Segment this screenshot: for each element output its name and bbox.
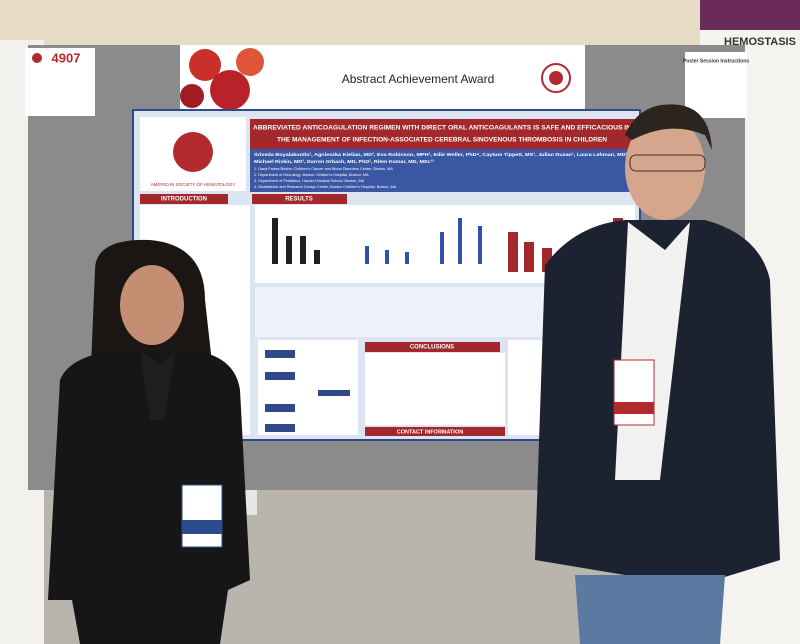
section-title: INTRODUCTION <box>161 197 207 203</box>
face <box>120 265 184 345</box>
badge-band <box>614 402 654 414</box>
title-bar <box>250 119 635 149</box>
flow-box <box>265 350 350 432</box>
badge <box>613 359 655 426</box>
chart-image <box>272 218 320 264</box>
badge <box>181 484 223 548</box>
hemostasis-sign: HEMOSTASIS <box>724 36 796 48</box>
society-name: AMERICAN SOCIETY OF HEMATOLOGY <box>151 182 236 187</box>
affiliation: 4. Biostatistics and Research Design Cen… <box>254 185 397 189</box>
society-logo <box>173 132 213 172</box>
hair <box>625 104 712 150</box>
blazer <box>48 350 250 644</box>
section-header <box>365 342 500 352</box>
jeans <box>575 575 725 644</box>
banner-blob <box>180 84 204 108</box>
instructions-title: Poster Session Instructions <box>683 58 749 64</box>
authors: Michael Rivkin, MD², Darren Orbach, MD, … <box>254 159 435 164</box>
affiliation: 2. Department of Neurology, Boston Child… <box>254 173 369 177</box>
section-header <box>252 194 347 204</box>
label-logo <box>32 53 42 63</box>
section-header <box>365 427 505 436</box>
section-title: CONTACT INFORMATION <box>397 429 463 435</box>
banner-blob <box>236 48 264 76</box>
badge-band <box>182 520 222 534</box>
author-box <box>250 149 635 192</box>
banner-blob <box>210 70 250 110</box>
poster-title: ABBREVIATED ANTICOAGULATION REGIMEN WITH… <box>253 125 632 132</box>
instructions-sheet <box>685 52 747 118</box>
banner-logo <box>541 63 571 93</box>
affiliation: 3. Department of Pediatrics, Harvard Med… <box>254 179 365 183</box>
banner-blob <box>189 49 221 81</box>
board-number: 4907 <box>52 50 81 65</box>
glasses <box>629 154 706 172</box>
section-title: CONCLUSIONS <box>410 345 454 351</box>
authors: Sriveda Boyalakuntla¹, Agnieszka Kielian… <box>254 152 629 157</box>
poster-title: THE MANAGEMENT OF INFECTION-ASSOCIATED C… <box>277 137 608 144</box>
chart-image <box>365 218 482 264</box>
award-text: Abstract Achievement Award <box>342 72 495 86</box>
top <box>140 350 175 420</box>
conclusions-panel <box>365 353 505 425</box>
section-title: RESULTS <box>285 197 313 203</box>
banner-logo <box>549 71 563 85</box>
sign-banner <box>700 0 800 30</box>
affiliation: 1. Dana Farber/Boston Children's Cancer … <box>254 167 393 171</box>
face <box>625 116 705 220</box>
section-header <box>140 194 228 204</box>
